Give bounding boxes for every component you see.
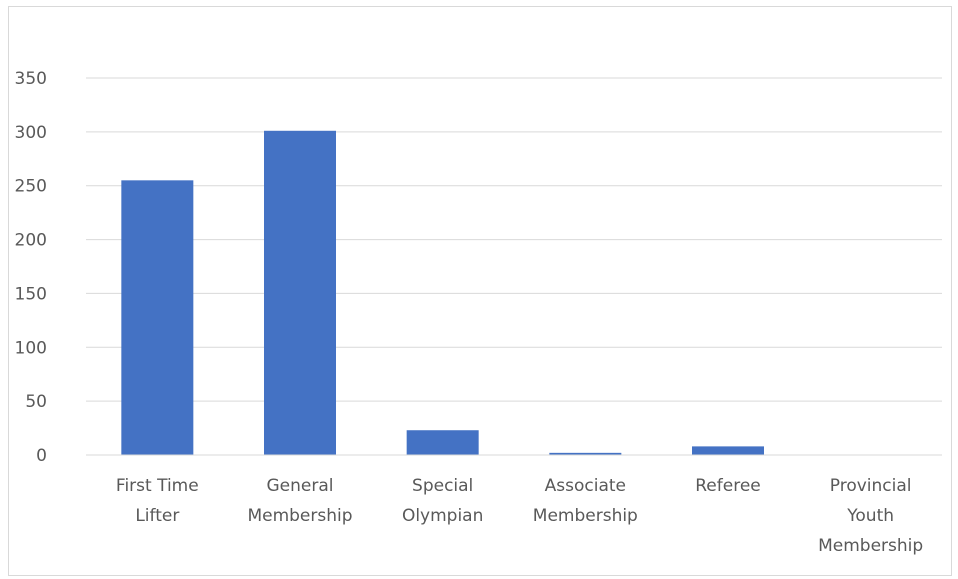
bar [692,446,764,455]
bar [121,180,194,456]
bar [264,130,336,455]
x-tick-label: Olympian [402,506,483,526]
y-tick-label: 50 [25,392,47,412]
bar [406,430,479,455]
x-tick-label: Membership [247,506,352,526]
y-tick-label: 350 [15,69,47,89]
x-tick-label: General [267,476,334,496]
y-axis-ticks: 0 50 100 150 200 250 300 350 [15,69,47,466]
y-tick-label: 200 [15,231,47,251]
x-tick-label: Membership [533,506,638,526]
x-tick-label: First Time [116,476,199,496]
y-tick-label: 100 [15,338,47,358]
y-tick-label: 250 [15,177,47,197]
y-tick-label: 150 [15,284,47,304]
x-tick-label: Associate [545,476,626,496]
bar [549,452,622,455]
x-tick-label: Lifter [135,506,179,526]
bars [121,130,764,456]
x-tick-label: Youth [846,506,894,526]
x-tick-label: Special [412,476,473,496]
x-tick-label: Referee [695,476,761,496]
gridlines [86,77,942,402]
x-tick-label: Provincial [830,476,912,496]
y-tick-label: 300 [15,123,47,143]
y-tick-label: 0 [36,446,47,466]
x-axis-labels: First Time Lifter General Membership Special… [116,476,923,556]
x-tick-label: Membership [818,536,923,556]
